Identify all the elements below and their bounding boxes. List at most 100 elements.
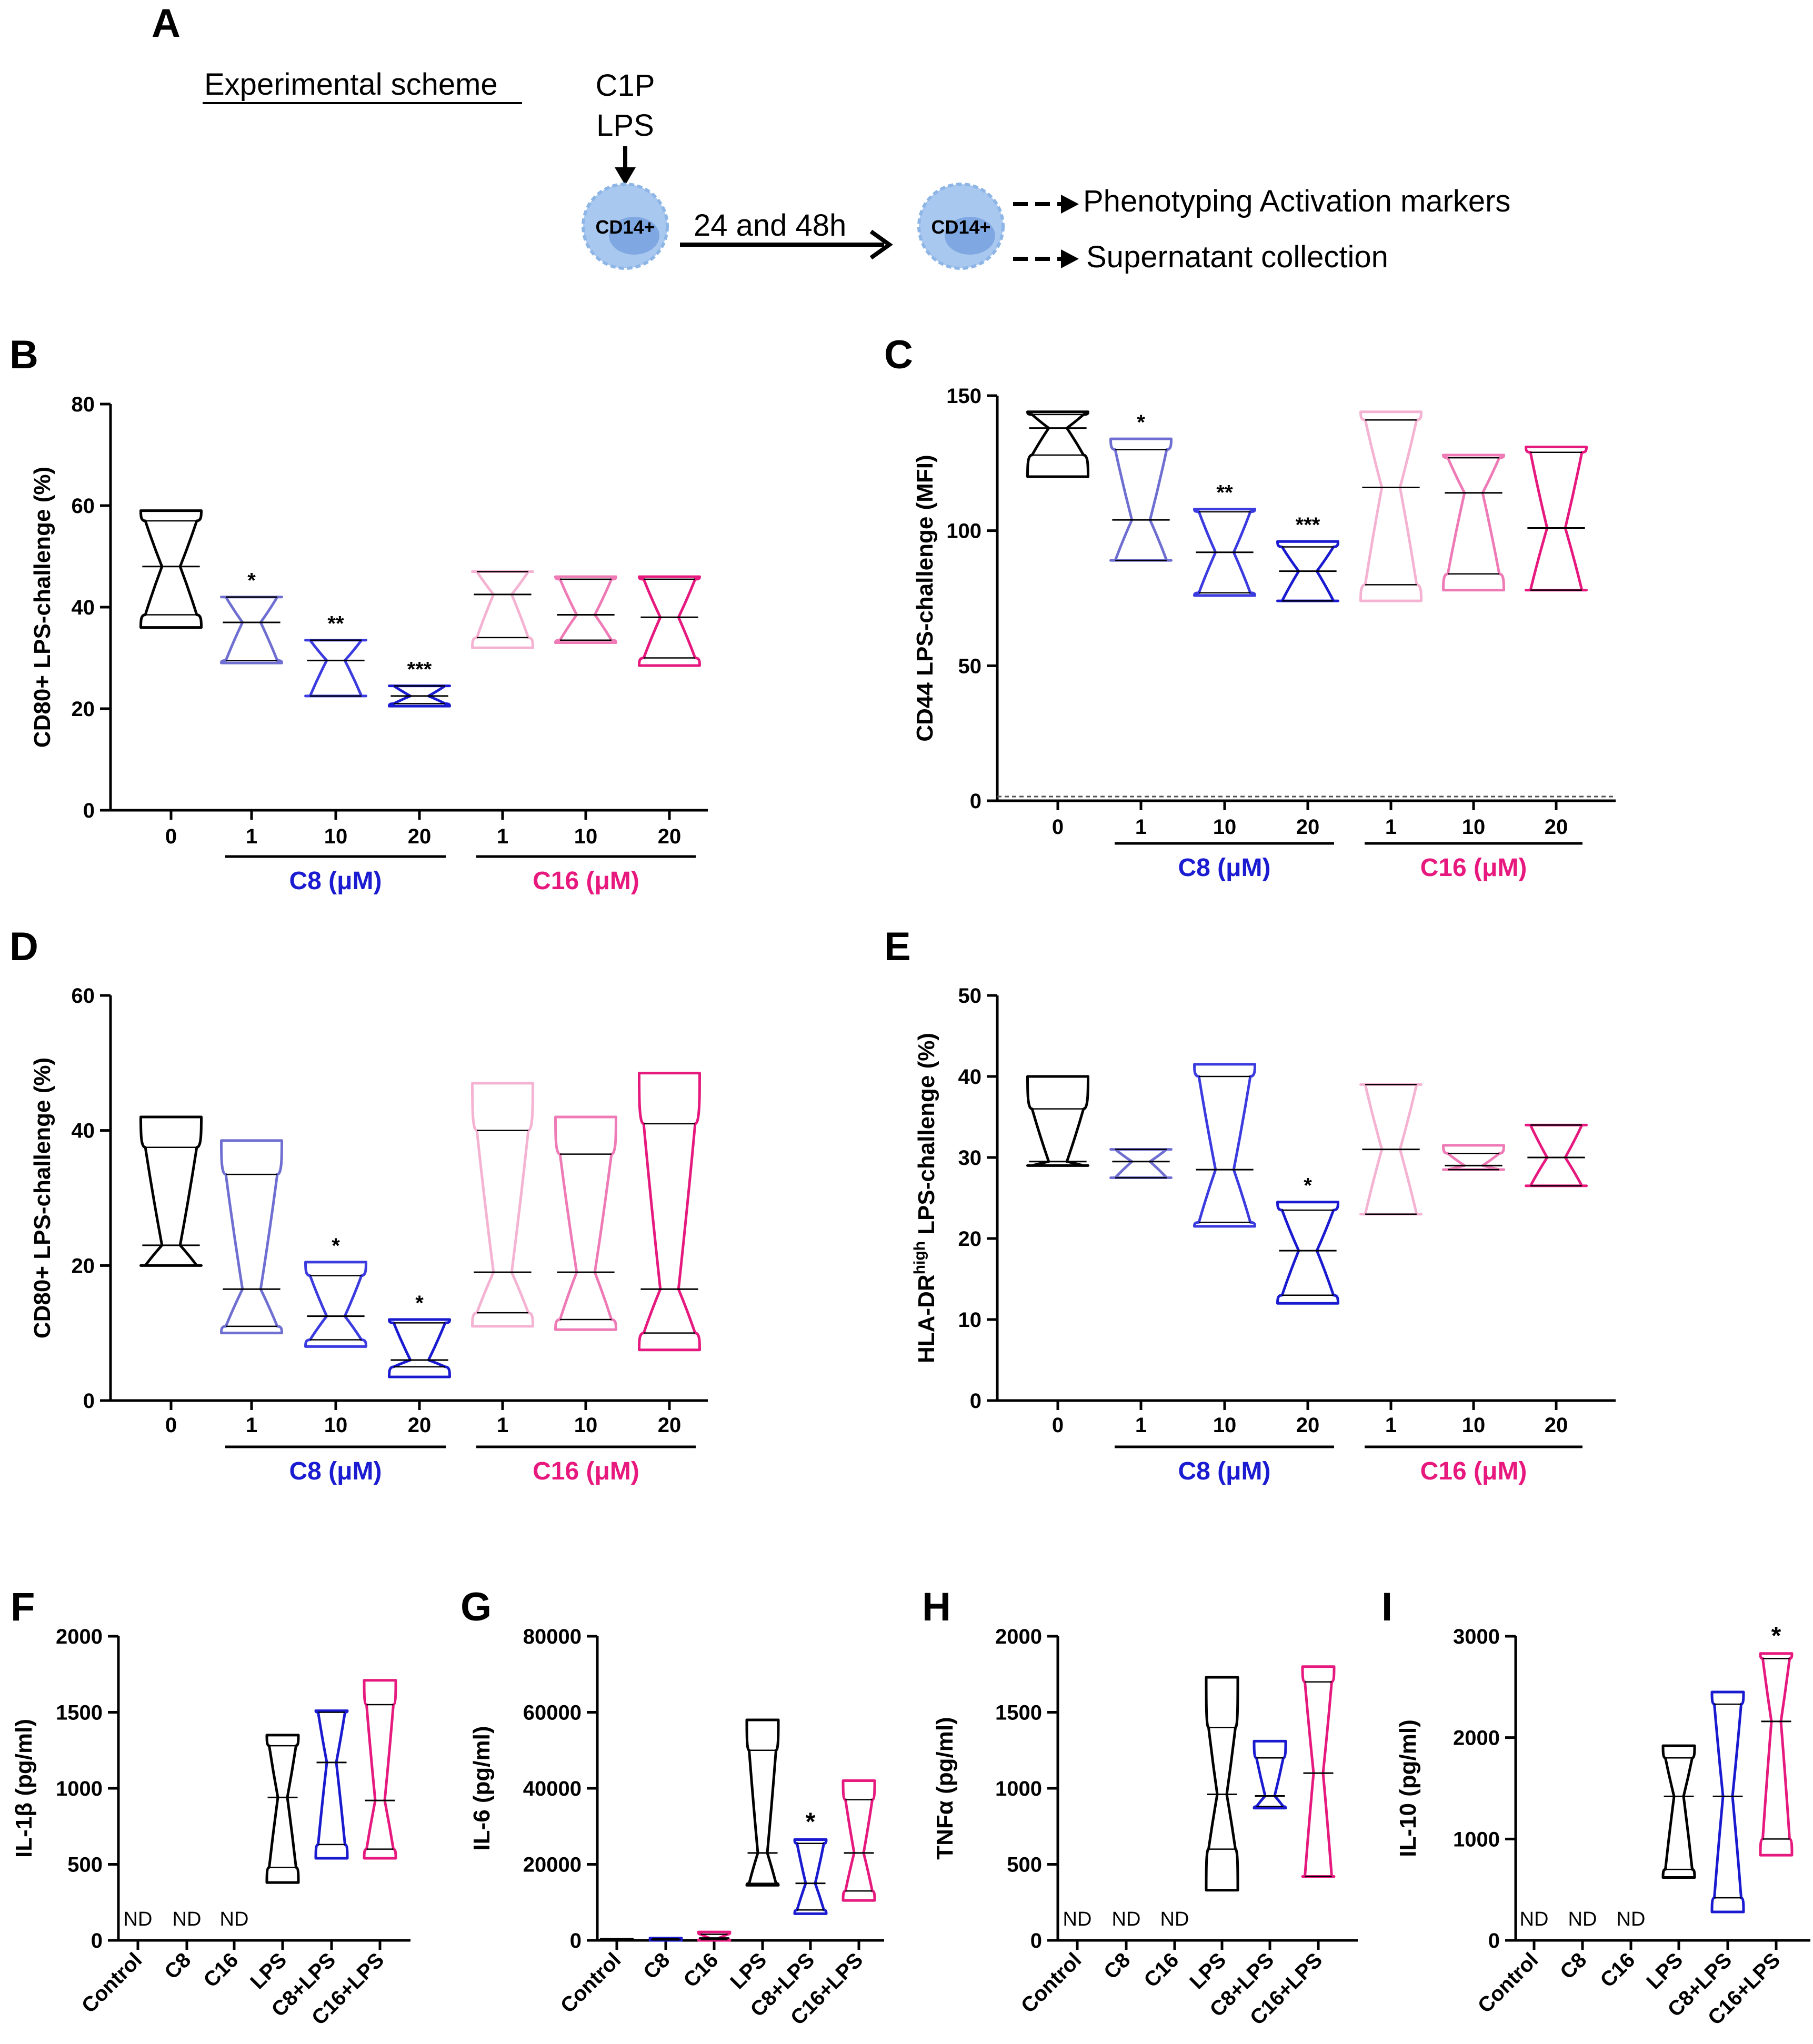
significance-mark: * [415, 1292, 424, 1315]
x-tick-label: 20 [1296, 815, 1320, 839]
output1-arrow-head [1061, 195, 1079, 214]
y-tick-label: 60 [72, 984, 95, 1008]
y-tick-label: 100 [946, 520, 981, 543]
scheme-panel: A Experimental scheme C1P LPS CD14+ 24 a… [152, 1, 1510, 274]
group-label: C8 (μM) [1178, 1457, 1270, 1485]
x-tick-label: 20 [408, 825, 432, 848]
violin [1253, 1739, 1287, 1810]
violin [1359, 1083, 1423, 1216]
violin [554, 1115, 617, 1331]
x-tick-label: 10 [574, 1414, 598, 1437]
y-axis-label: TNFα (pg/ml) [932, 1717, 958, 1859]
x-tick-label: 0 [165, 825, 177, 848]
violin [471, 570, 534, 649]
panel-letter-d: D [9, 924, 38, 969]
y-tick-label: 0 [1488, 1929, 1500, 1952]
y-tick-label: 3000 [1453, 1625, 1500, 1648]
violin [1193, 1063, 1256, 1228]
violin [1525, 1123, 1588, 1187]
cell-icon-before: CD14+ [582, 183, 669, 270]
x-tick-label: 1 [497, 825, 508, 848]
nd-label: ND [1520, 1908, 1549, 1930]
significance-mark: * [1304, 1174, 1312, 1197]
violin [1759, 1652, 1794, 1857]
y-tick-label: 500 [1007, 1854, 1042, 1877]
x-tick-label: 10 [1462, 815, 1486, 839]
y-tick-label: 40000 [523, 1777, 582, 1800]
y-tick-label: 60 [72, 495, 95, 518]
y-axis-label: IL-1β (pg/ml) [11, 1719, 37, 1858]
violin [1525, 446, 1588, 592]
y-axis-label: IL-10 (pg/ml) [1395, 1719, 1421, 1857]
x-tick-label: 1 [1385, 1414, 1397, 1437]
violin [139, 509, 203, 629]
chart-panel-c: C 0 50 100 150 CD44 LPS-challenge (MFI) 0 1 10 20… [884, 333, 1616, 882]
cell-icon-after: CD14+ [917, 183, 1005, 270]
x-tick-label: 20 [1545, 1414, 1568, 1437]
violin [139, 1115, 203, 1267]
violin [1442, 1144, 1505, 1171]
y-tick-label: 0 [83, 799, 95, 822]
violin [1301, 1665, 1336, 1878]
y-tick-label: 20 [72, 698, 95, 721]
violin [842, 1779, 876, 1902]
violin [304, 1261, 367, 1348]
x-tick-label: Control [1017, 1948, 1086, 2018]
y-axis-label: CD44 LPS-challenge (MFI) [912, 455, 938, 741]
y-axis-label: CD80+ LPS-challenge (%) [29, 467, 55, 748]
violin [388, 1318, 451, 1378]
x-tick-label: LPS [246, 1948, 291, 1993]
y-tick-label: 30 [958, 1146, 982, 1170]
x-tick-label: 1 [246, 825, 257, 848]
x-tick-label: 1 [1135, 815, 1147, 839]
significance-mark: * [1137, 411, 1145, 434]
y-tick-label: 2000 [995, 1625, 1042, 1648]
y-tick-label: 80 [72, 393, 95, 416]
nd-label: ND [124, 1908, 153, 1930]
y-tick-label: 20 [72, 1254, 95, 1277]
violin [1359, 410, 1423, 602]
violin [1193, 508, 1256, 597]
x-tick-label: 0 [1052, 815, 1064, 839]
x-tick-label: C8 [160, 1948, 195, 1983]
y-tick-label: 0 [1030, 1929, 1042, 1952]
panel-letter-i: I [1381, 1585, 1393, 1629]
treatment-c1p: C1P [596, 68, 655, 103]
x-tick-label: 1 [497, 1414, 508, 1437]
violin [304, 639, 367, 698]
group-label: C16 (μM) [1420, 854, 1527, 882]
x-tick-label: 10 [324, 825, 348, 848]
violin [220, 1139, 283, 1335]
x-tick-label: 0 [165, 1414, 177, 1437]
significance-mark: * [1771, 1622, 1781, 1650]
y-tick-label: 50 [958, 655, 982, 678]
x-tick-label: 1 [1135, 1414, 1147, 1437]
violin [1205, 1676, 1239, 1892]
violin [1026, 1075, 1089, 1167]
violin [265, 1734, 300, 1884]
x-tick-label: 10 [574, 825, 598, 848]
y-tick-label: 0 [83, 1389, 95, 1413]
group-label: C8 (μM) [289, 867, 382, 895]
y-tick-label: 40 [72, 1120, 95, 1143]
x-tick-label: C8 [1099, 1948, 1135, 1983]
y-tick-label: 0 [970, 1389, 981, 1413]
y-tick-label: 500 [67, 1854, 103, 1877]
output2-arrow-head [1061, 249, 1079, 268]
panel-letter-b: B [9, 333, 38, 377]
violin [554, 575, 617, 645]
violin [471, 1082, 534, 1328]
x-tick-label: Control [77, 1948, 147, 2018]
panel-letter-f: F [11, 1585, 35, 1629]
x-tick-label: 20 [658, 1414, 682, 1437]
significance-mark: ** [1216, 481, 1233, 505]
panel-letter-g: G [460, 1585, 492, 1629]
group-label: C8 (μM) [1178, 854, 1270, 882]
nd-label: ND [220, 1908, 249, 1930]
x-tick-label: 20 [658, 825, 682, 848]
x-tick-label: 20 [1545, 815, 1568, 839]
x-tick-label: 10 [324, 1414, 348, 1437]
nd-label: ND [1617, 1908, 1646, 1930]
